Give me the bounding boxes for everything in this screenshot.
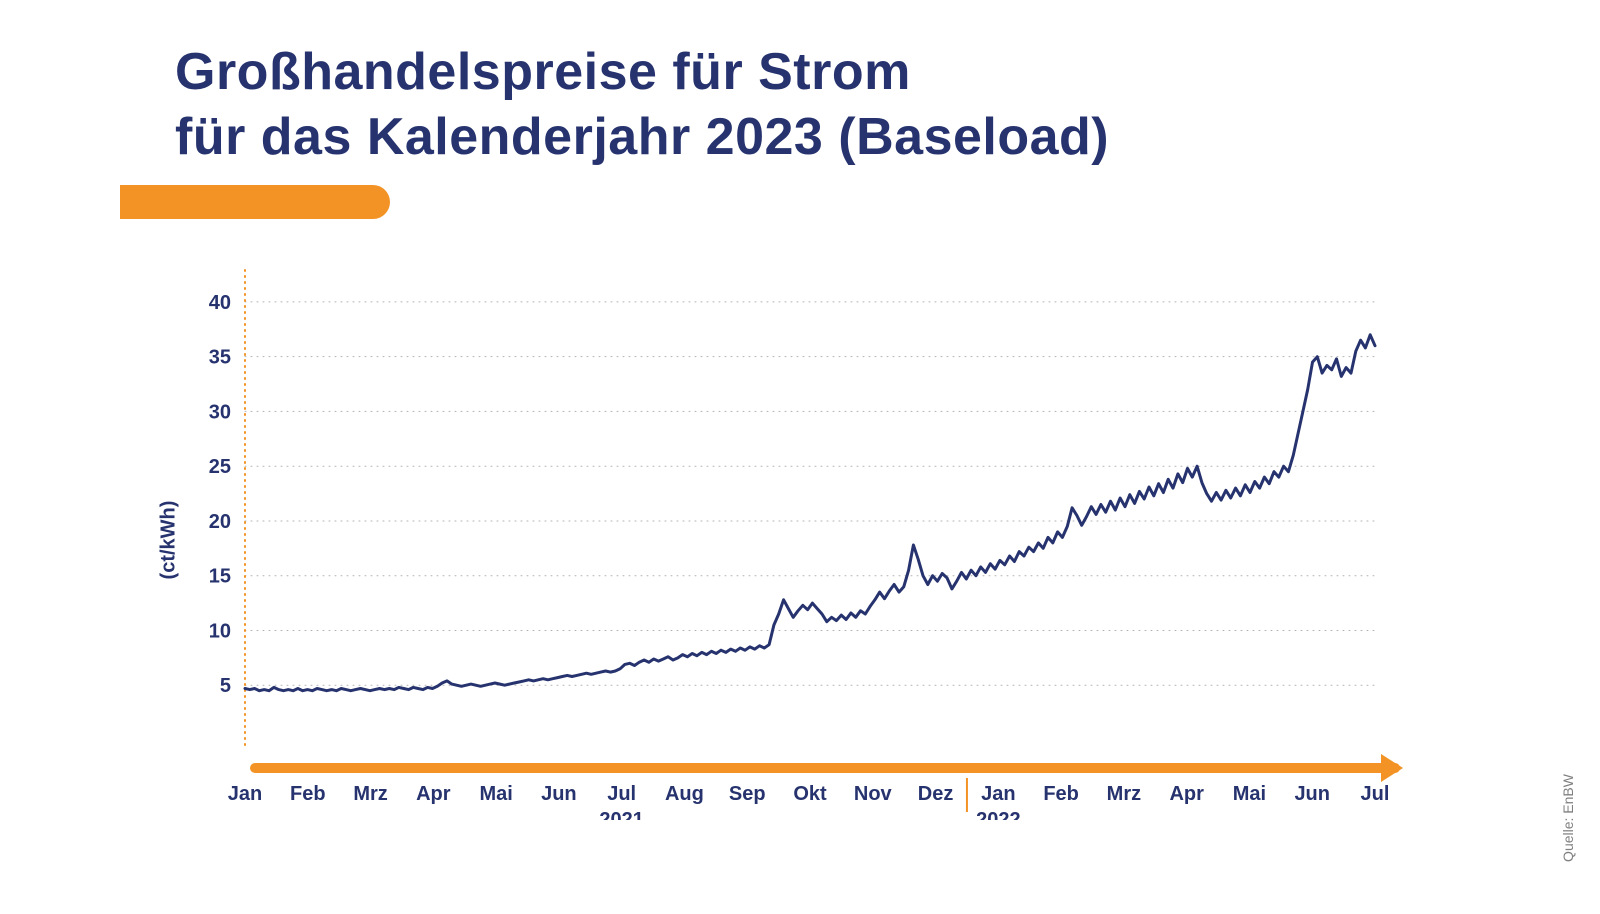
svg-text:2021: 2021 <box>599 809 644 820</box>
svg-text:40: 40 <box>209 292 231 314</box>
svg-text:Jul: Jul <box>1361 783 1390 805</box>
svg-text:Nov: Nov <box>854 783 893 805</box>
svg-text:Dez: Dez <box>918 783 954 805</box>
svg-text:Okt: Okt <box>793 783 827 805</box>
svg-text:Feb: Feb <box>290 783 326 805</box>
chart-title: Großhandelspreise für Strom für das Kale… <box>175 40 1109 170</box>
svg-text:35: 35 <box>209 347 231 369</box>
svg-text:10: 10 <box>209 620 231 642</box>
svg-text:Jun: Jun <box>541 783 577 805</box>
svg-text:Sep: Sep <box>729 783 766 805</box>
svg-text:Jan: Jan <box>981 783 1015 805</box>
svg-text:Jul: Jul <box>607 783 636 805</box>
svg-text:Jan: Jan <box>228 783 262 805</box>
svg-text:Mai: Mai <box>479 783 512 805</box>
svg-text:2022: 2022 <box>976 809 1021 820</box>
chart-container: (ct/kWh) 510152025303540JanFebMrzAprMaiJ… <box>175 260 1435 820</box>
svg-text:Mrz: Mrz <box>353 783 387 805</box>
svg-text:5: 5 <box>220 675 231 697</box>
svg-text:Aug: Aug <box>665 783 704 805</box>
svg-text:25: 25 <box>209 456 231 478</box>
svg-text:Feb: Feb <box>1043 783 1079 805</box>
svg-text:20: 20 <box>209 511 231 533</box>
svg-text:Jun: Jun <box>1294 783 1330 805</box>
svg-text:Mrz: Mrz <box>1107 783 1141 805</box>
svg-text:30: 30 <box>209 401 231 423</box>
svg-text:15: 15 <box>209 566 231 588</box>
y-axis-label: (ct/kWh) <box>158 501 181 580</box>
source-label: Quelle: EnBW <box>1560 774 1576 862</box>
svg-text:Mai: Mai <box>1233 783 1266 805</box>
svg-text:Apr: Apr <box>1169 783 1204 805</box>
accent-bar <box>120 185 390 219</box>
line-chart: 5 10 15 20 25 30 35 40 Jan Feb Mrz Apr Mai Jun Jul Aug S… <box>175 260 1435 820</box>
svg-text:Apr: Apr <box>416 783 451 805</box>
